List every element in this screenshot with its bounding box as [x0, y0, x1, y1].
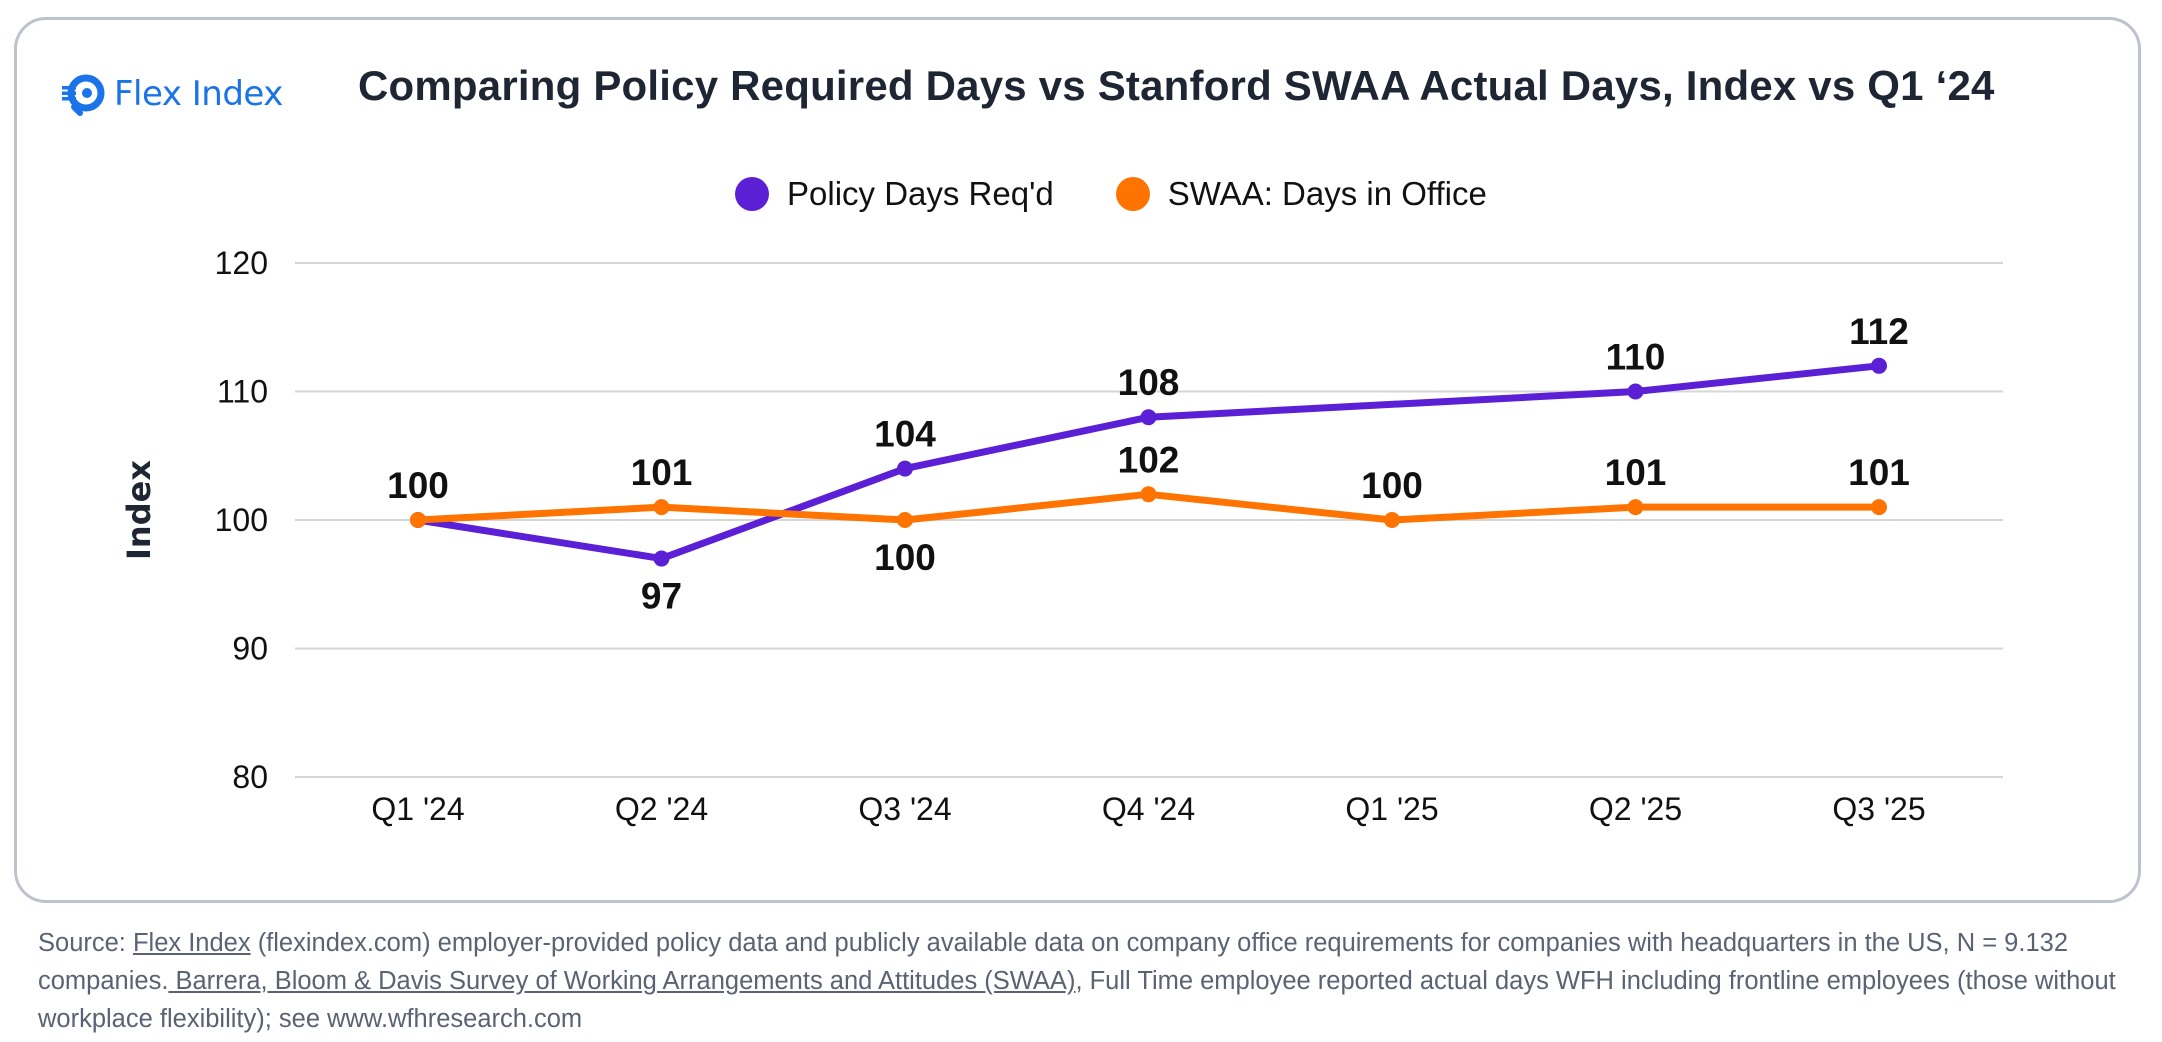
x-tick-label: Q4 '24 [1102, 791, 1195, 827]
data-label: 110 [1606, 337, 1666, 378]
data-point-policy[interactable] [1140, 409, 1157, 426]
flex-index-link[interactable]: Flex Index [132, 929, 251, 957]
flex-index-logo-icon [62, 74, 105, 116]
x-tick-label: Q3 '25 [1832, 791, 1925, 827]
y-tick-label: 120 [215, 245, 268, 281]
data-label: 101 [1605, 452, 1667, 493]
data-point-policy[interactable] [653, 550, 670, 567]
data-label: 108 [1118, 362, 1180, 403]
y-tick-label: 110 [217, 374, 268, 410]
chart-title: Comparing Policy Required Days vs Stanfo… [358, 62, 1995, 109]
legend-item-policy[interactable]: Policy Days Req'd [735, 175, 1054, 213]
legend-label-swaa: SWAA: Days in Office [1167, 175, 1487, 212]
chart-card [14, 17, 2141, 903]
y-tick-label: 100 [215, 502, 268, 538]
x-tick-label: Q2 '24 [615, 791, 708, 827]
source-footnote: Source: Flex Index (flexindex.com) emplo… [38, 924, 2148, 1038]
data-label: 101 [1848, 452, 1910, 493]
swaa-link[interactable]: Barrera, Bloom & Davis Survey of Working… [168, 967, 1076, 995]
y-tick-label: 80 [232, 759, 268, 795]
legend-label-policy: Policy Days Req'd [787, 175, 1054, 212]
y-tick-label: 90 [232, 631, 268, 667]
x-tick-label: Q1 '24 [371, 791, 464, 827]
data-point-swaa[interactable] [1384, 512, 1400, 528]
data-label: 97 [641, 576, 682, 617]
chart-legend: Policy Days Req'd SWAA: Days in Office [735, 175, 1549, 213]
data-label: 102 [1118, 439, 1180, 480]
x-tick-label: Q3 '24 [858, 791, 951, 827]
line-chart: 80 90 100 110 120 Q1 '24 Q2 '24 Q3 '24 Q4 '24 Q1… [120, 245, 2003, 827]
legend-marker-swaa [1115, 177, 1150, 211]
legend-marker-policy [735, 177, 769, 211]
data-label: 104 [874, 414, 936, 455]
footer-text-1: (flexindex.com) employer-provided policy… [38, 929, 2068, 995]
brand-logo: Flex Index [60, 68, 283, 120]
x-tick-label: Q1 '25 [1345, 791, 1438, 827]
footer-text-2: , Full Time employee reported actual day… [38, 967, 2116, 1033]
data-point-swaa[interactable] [410, 512, 426, 528]
legend-item-swaa[interactable]: SWAA: Days in Office [1115, 175, 1487, 213]
data-label: 100 [1361, 465, 1423, 506]
y-axis-label: Index [120, 460, 158, 560]
x-tick-label: Q2 '25 [1589, 791, 1682, 827]
data-point-policy[interactable] [1627, 383, 1644, 400]
data-label: 101 [631, 452, 693, 493]
data-label: 100 [874, 537, 936, 578]
data-point-swaa[interactable] [897, 512, 913, 528]
data-point-swaa[interactable] [1871, 499, 1887, 516]
data-label: 100 [387, 465, 449, 506]
data-point-swaa[interactable] [653, 499, 670, 516]
data-point-swaa[interactable] [1627, 499, 1644, 516]
data-label: 112 [1849, 311, 1909, 352]
brand-name: Flex Index [114, 74, 283, 114]
data-point-policy[interactable] [1871, 357, 1887, 374]
footer-source-prefix: Source: [38, 929, 133, 957]
data-point-swaa[interactable] [1140, 486, 1157, 503]
data-point-policy[interactable] [897, 460, 913, 477]
series-line-policy [417, 362, 1880, 563]
